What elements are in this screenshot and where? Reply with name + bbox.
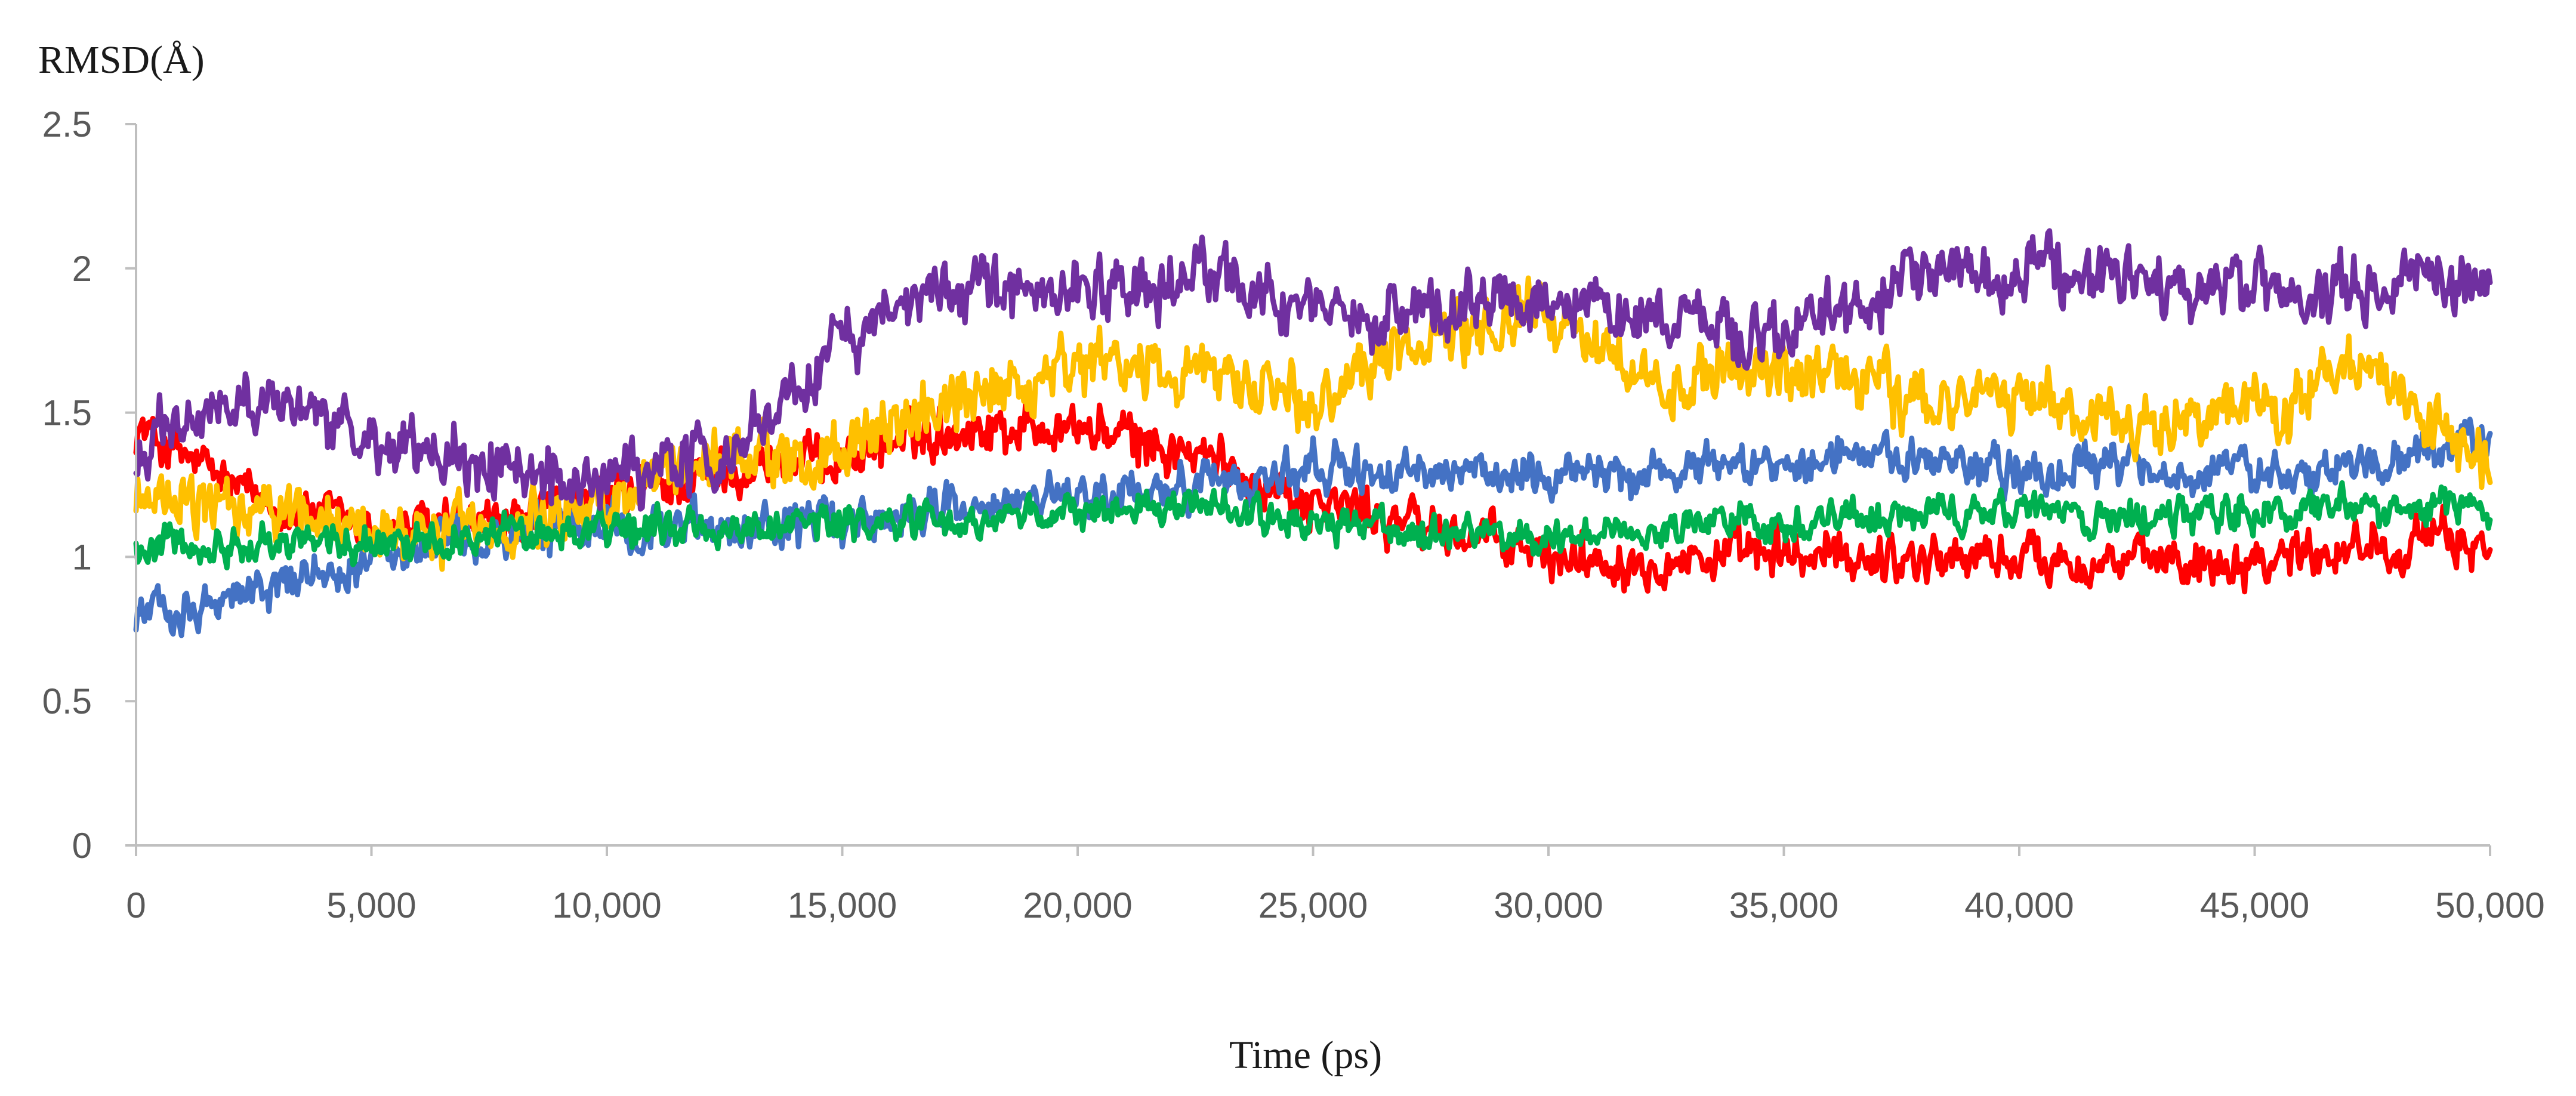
y-tick-label: 1: [72, 537, 92, 577]
x-tick-label: 10,000: [552, 885, 662, 925]
x-ticks: 0 5,000 10,000 15,000 20,000 25,000 30,000 35,0…: [126, 845, 2545, 925]
x-tick-label: 40,000: [1964, 885, 2074, 925]
series-line-green: [133, 480, 2493, 571]
y-tick-label: 2.5: [42, 104, 92, 144]
series-line-gold: [133, 275, 2493, 572]
y-tick-label: 1.5: [42, 393, 92, 433]
x-axis-label: Time (ps): [1229, 1033, 1382, 1077]
y-ticks: 0 0.5 1 1.5 2 2.5: [42, 104, 136, 866]
x-tick-label: 20,000: [1023, 885, 1133, 925]
y-tick-label: 0.5: [42, 681, 92, 721]
x-tick-label: 5,000: [326, 885, 416, 925]
y-axis-label: RMSD(Å): [38, 38, 205, 82]
x-tick-label: 35,000: [1729, 885, 1839, 925]
x-tick-label: 0: [126, 885, 146, 925]
x-tick-label: 25,000: [1258, 885, 1368, 925]
series-group: [133, 228, 2493, 638]
x-tick-label: 50,000: [2435, 885, 2545, 925]
x-tick-label: 45,000: [2200, 885, 2310, 925]
y-tick-label: 0: [72, 826, 92, 866]
series-line-purple: [133, 228, 2493, 512]
x-tick-label: 15,000: [788, 885, 897, 925]
x-tick-label: 30,000: [1494, 885, 1603, 925]
y-tick-label: 2: [72, 249, 92, 289]
